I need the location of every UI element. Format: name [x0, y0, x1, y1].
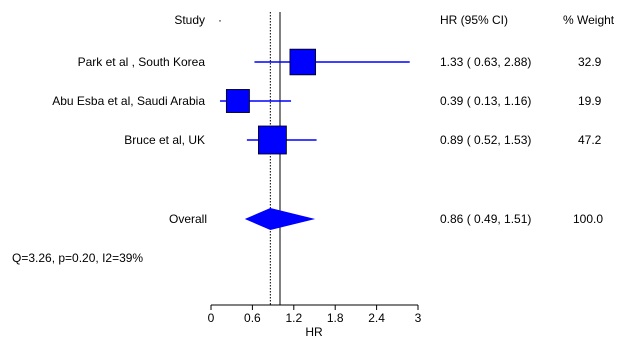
heterogeneity-text: Q=3.26, p=0.20, I2=39% [12, 251, 143, 265]
weight-value: 19.9 [578, 94, 602, 108]
study-row: Abu Esba et al, Saudi Arabia 0.39 ( 0.13,… [52, 89, 602, 113]
x-tick-label: 0.6 [244, 311, 261, 325]
overall-diamond [244, 208, 316, 230]
study-label: Abu Esba et al, Saudi Arabia [52, 94, 205, 108]
weight-value: 47.2 [578, 133, 602, 147]
overall-row: Overall 0.86 ( 0.49, 1.51) 100.0 [169, 208, 603, 230]
hr-ci-value: 1.33 ( 0.63, 2.88) [440, 55, 531, 69]
study-label: Bruce et al, UK [124, 133, 205, 147]
study-rows: Park et al , South Korea 1.33 ( 0.63, 2.8… [52, 48, 602, 155]
x-tick-label: 1.2 [285, 311, 302, 325]
x-tick-label: 3 [415, 311, 422, 325]
hr-ci-header: HR (95% CI) [440, 13, 508, 27]
point-estimate-marker [289, 48, 317, 76]
weight-header: % Weight [563, 13, 615, 27]
x-axis: 0 0.6 1.2 1.8 2.4 3 [208, 304, 422, 325]
x-tick-label: 0 [208, 311, 215, 325]
reference-lines [269, 12, 281, 305]
x-tick-label: 1.8 [327, 311, 344, 325]
header-dot-mark: · [218, 13, 222, 27]
study-row: Bruce et al, UK 0.89 ( 0.52, 1.53) 47.2 [124, 125, 602, 155]
overall-hr-ci-value: 0.86 ( 0.49, 1.51) [440, 212, 531, 226]
study-row: Park et al , South Korea 1.33 ( 0.63, 2.8… [78, 48, 602, 76]
point-estimate-marker [225, 89, 250, 113]
x-tick-label: 2.4 [368, 311, 385, 325]
overall-weight-value: 100.0 [573, 212, 603, 226]
hr-ci-value: 0.89 ( 0.52, 1.53) [440, 133, 531, 147]
study-header: Study [174, 13, 205, 27]
x-axis-label: HR [305, 325, 323, 339]
hr-ci-value: 0.39 ( 0.13, 1.16) [440, 94, 531, 108]
overall-label: Overall [169, 212, 207, 226]
study-label: Park et al , South Korea [78, 55, 206, 69]
point-estimate-marker [258, 125, 287, 155]
weight-value: 32.9 [578, 55, 602, 69]
